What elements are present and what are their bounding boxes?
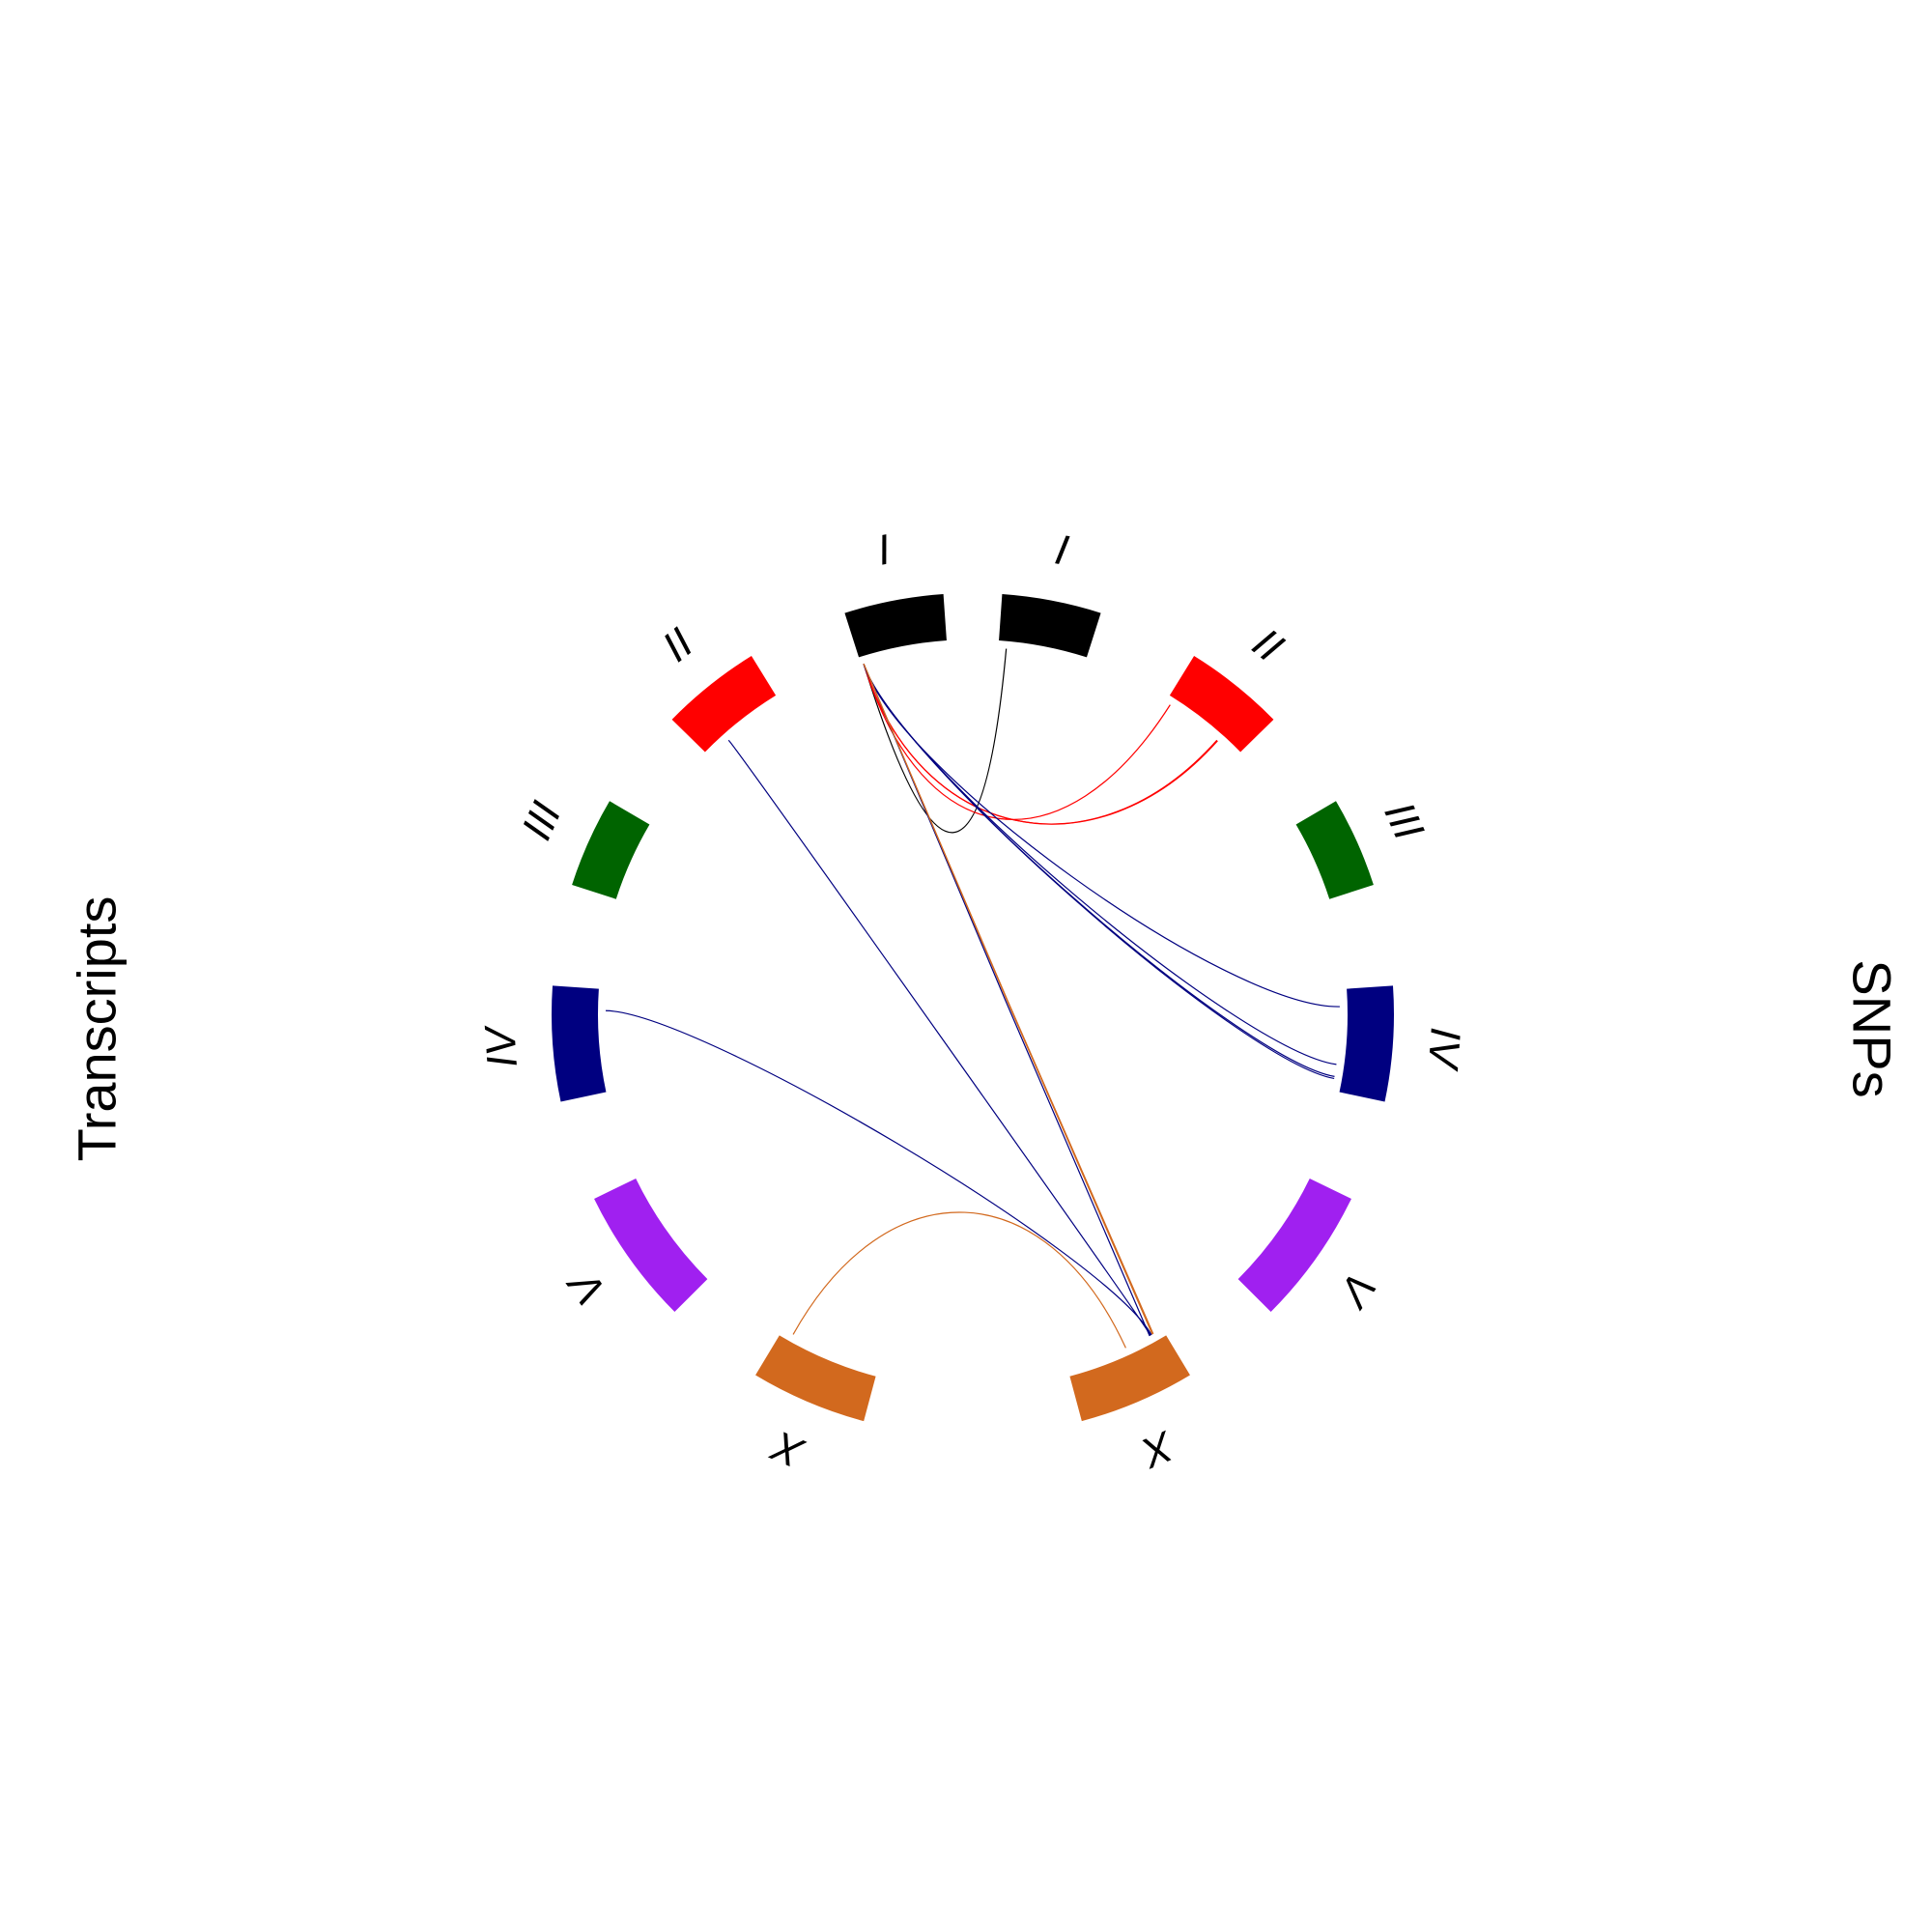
sectors-layer: [552, 594, 1394, 1422]
snps-axis-label: SNPs: [1841, 959, 1902, 1097]
transcript-label-ii: II: [654, 619, 702, 671]
transcript-label-iv: IV: [476, 1022, 526, 1069]
snp-label-x: X: [1134, 1421, 1181, 1477]
transcript-label-v: V: [558, 1261, 615, 1314]
link-9: [863, 663, 1154, 1335]
link-0: [863, 648, 1008, 834]
link-11: [727, 739, 1151, 1336]
snp-sector-v: [1237, 1178, 1351, 1312]
link-10: [863, 663, 1153, 1335]
snp-label-ii: II: [1244, 619, 1293, 671]
link-7: [863, 663, 1335, 1080]
links-layer: [606, 648, 1340, 1349]
transcript-sector-iii: [572, 801, 650, 899]
transcript-sector-iv: [552, 985, 607, 1102]
snp-label-iii: III: [1375, 795, 1433, 847]
transcript-label-iii: III: [513, 795, 571, 847]
link-12: [606, 1009, 1152, 1336]
link-13: [792, 1211, 1126, 1349]
transcript-label-x: X: [764, 1421, 811, 1477]
transcript-sector-v: [594, 1178, 708, 1312]
link-3: [863, 663, 1218, 825]
snp-label-iv: IV: [1419, 1026, 1469, 1073]
transcripts-axis-label: Transcripts: [67, 896, 128, 1162]
link-8: [863, 663, 1151, 1337]
snp-label-v: V: [1328, 1264, 1385, 1317]
transcript-sector-x: [755, 1335, 876, 1422]
snp-sector-x: [1069, 1335, 1190, 1422]
link-1: [863, 663, 1171, 820]
transcript-sector-i: [844, 594, 947, 658]
transcript-sector-ii: [671, 656, 777, 753]
snp-sector-iv: [1339, 985, 1394, 1102]
snp-sector-i: [999, 594, 1101, 658]
snp-label-i: I: [1051, 526, 1071, 574]
snp-sector-ii: [1169, 656, 1274, 753]
transcript-label-i: I: [873, 526, 894, 574]
snp-sector-iii: [1295, 801, 1374, 899]
